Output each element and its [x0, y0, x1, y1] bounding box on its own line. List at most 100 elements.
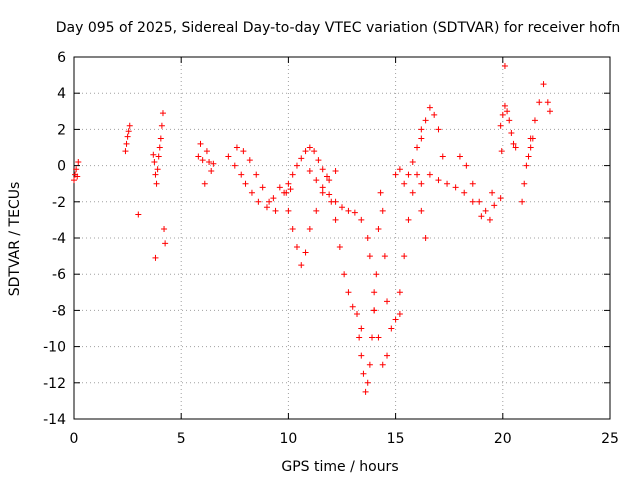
y-axis-label: SDTVAR / TECUs [7, 182, 23, 297]
series-arc-07-10h [225, 153, 294, 211]
data-point [336, 244, 343, 251]
series-arc-21h [519, 135, 536, 205]
points-layer [71, 63, 553, 395]
series-arc-12-13h [328, 198, 365, 332]
data-point [392, 171, 399, 178]
data-point [373, 271, 380, 278]
data-point [155, 153, 162, 160]
data-point [306, 168, 313, 175]
data-point [349, 303, 356, 310]
series-arc-15-16h-b [396, 171, 429, 296]
data-point [285, 180, 292, 187]
data-point [159, 110, 166, 117]
data-point [289, 171, 296, 178]
data-point [366, 253, 373, 260]
data-point [431, 111, 438, 118]
data-point [323, 173, 330, 180]
data-point [270, 195, 277, 202]
data-point [238, 171, 245, 178]
data-point [519, 198, 526, 205]
data-point [362, 388, 369, 395]
x-tick-label: 15 [387, 431, 405, 447]
data-point [162, 240, 169, 247]
data-point [375, 334, 382, 341]
data-point [73, 166, 80, 173]
series-arc-20h [497, 102, 519, 151]
data-point [71, 177, 77, 184]
data-point [74, 173, 81, 180]
data-point [281, 189, 288, 196]
series-arc-11-13h [306, 168, 371, 241]
data-point [498, 148, 505, 155]
data-point [203, 148, 210, 155]
data-point [452, 184, 459, 191]
series-arc-14-15h-b [371, 189, 391, 314]
data-point [523, 162, 530, 169]
series-isolated-03.8h [152, 254, 159, 261]
data-point [242, 180, 249, 187]
series-isolated-19.9h-b [498, 148, 505, 155]
data-point [75, 158, 82, 165]
data-point [293, 162, 300, 169]
data-point [266, 198, 273, 205]
series-isolated-20.1h [501, 63, 508, 70]
series-arc-13-14h [356, 307, 378, 395]
data-point [126, 122, 133, 129]
data-point [444, 180, 451, 187]
data-point [326, 191, 333, 198]
data-point [313, 177, 320, 184]
grid-layer [74, 57, 610, 419]
data-point [345, 207, 352, 214]
series-isolated-03h [135, 211, 142, 218]
data-point [486, 216, 493, 223]
data-point [512, 144, 519, 151]
data-point [285, 207, 292, 214]
data-point [456, 153, 463, 160]
data-point [418, 180, 425, 187]
y-tick-label: -10 [43, 340, 66, 356]
data-point [510, 140, 517, 147]
data-point [306, 144, 313, 151]
series-arc-02h [122, 122, 133, 155]
data-point [461, 189, 468, 196]
y-tick-label: -6 [52, 267, 66, 283]
data-point [401, 180, 408, 187]
data-point [313, 207, 320, 214]
data-point [328, 198, 335, 205]
data-point [351, 209, 358, 216]
series-arc-06h [195, 140, 217, 187]
data-point [358, 216, 365, 223]
data-point [422, 235, 429, 241]
data-point [154, 166, 161, 173]
data-point [497, 122, 504, 129]
series-arc-00h [71, 158, 82, 184]
data-point [263, 204, 270, 211]
series-arc-14-15h [366, 253, 403, 368]
data-point [302, 148, 309, 155]
data-point [332, 168, 339, 175]
data-point [289, 225, 296, 232]
y-tick-label: 4 [57, 86, 66, 102]
data-point [418, 135, 425, 142]
series-arc-10-11h [281, 144, 330, 196]
series-arc-10-12h [285, 168, 339, 269]
data-point [371, 307, 378, 314]
data-point [152, 171, 159, 178]
data-point [360, 370, 367, 377]
data-point [125, 128, 132, 135]
data-point [546, 108, 553, 115]
data-point [536, 99, 543, 106]
data-point [231, 162, 238, 169]
data-point [248, 189, 255, 196]
series-arc-21-22h [527, 81, 553, 142]
data-point [345, 289, 352, 296]
data-point [499, 111, 506, 118]
data-point [525, 153, 532, 160]
data-point [544, 99, 551, 106]
data-point [527, 135, 534, 142]
data-point [422, 117, 429, 124]
data-point [381, 253, 388, 260]
data-point [497, 195, 504, 202]
data-point [206, 158, 213, 165]
data-point [233, 144, 240, 151]
